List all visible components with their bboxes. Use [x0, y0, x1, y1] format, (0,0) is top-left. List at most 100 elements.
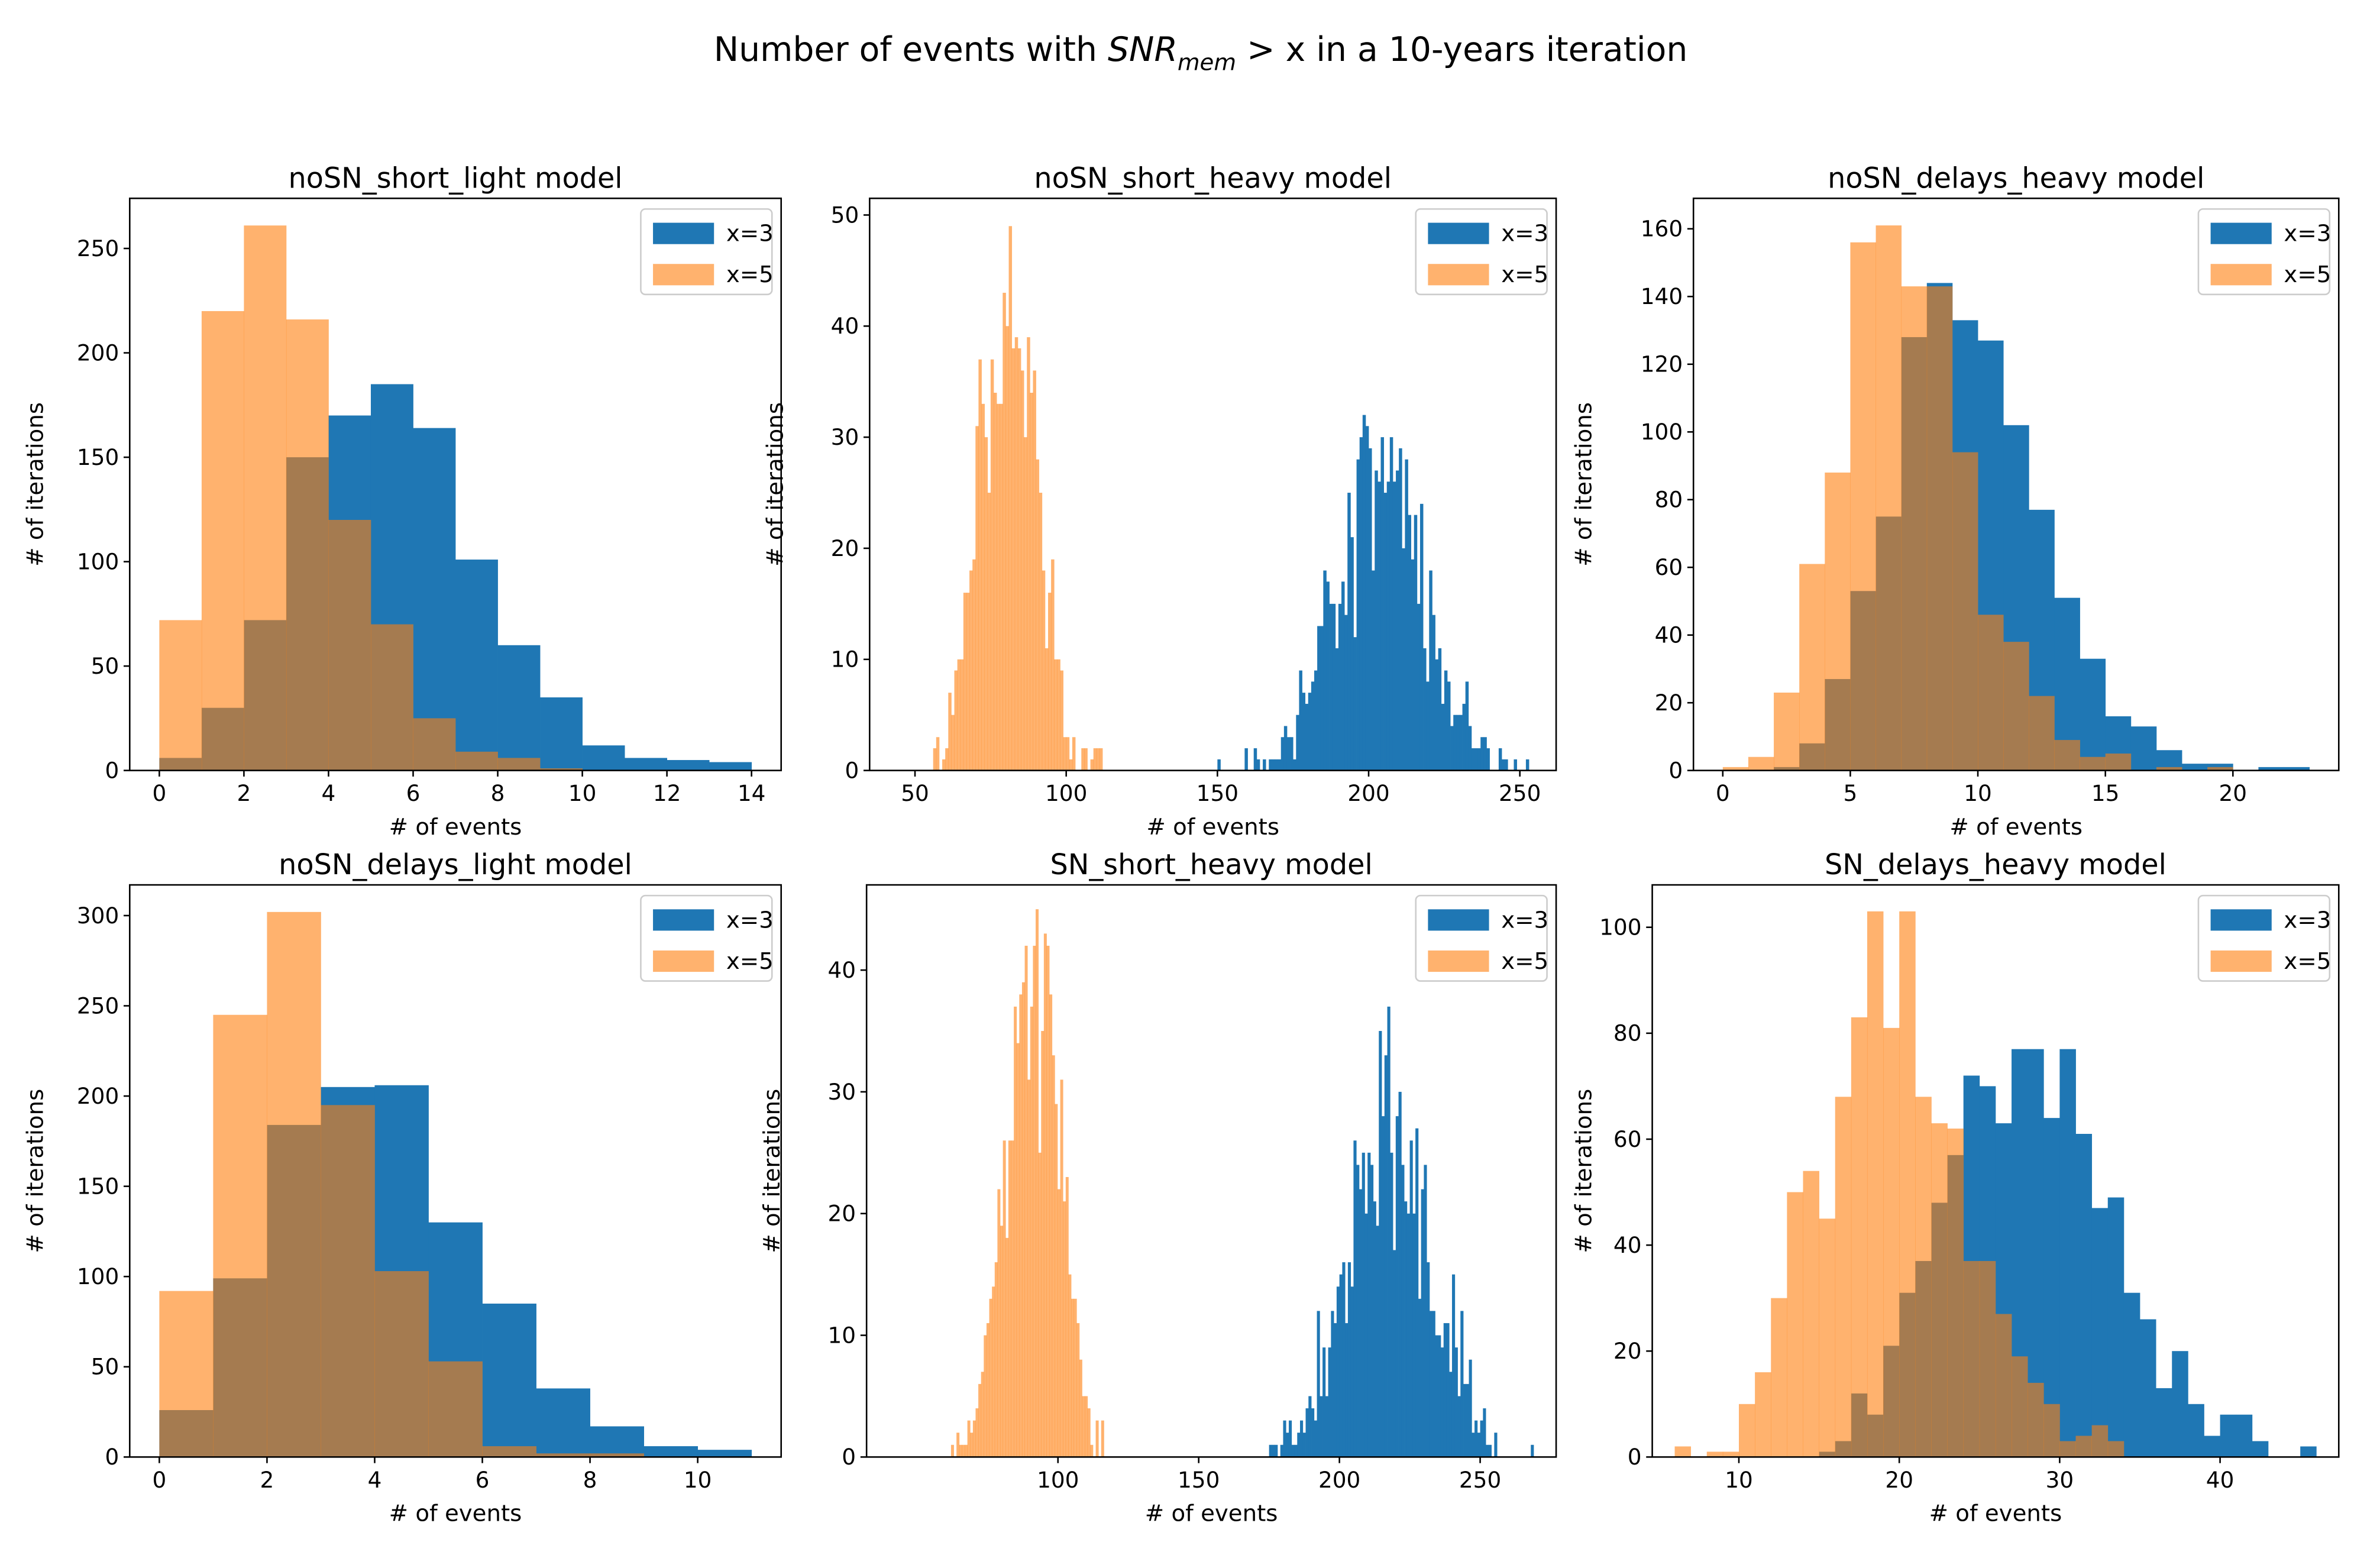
histogram-bar — [1000, 1226, 1004, 1457]
histogram-bar — [1444, 670, 1448, 771]
x-tick-label: 2 — [260, 1467, 274, 1493]
histogram-bar — [1305, 703, 1309, 771]
legend-swatch-x=3 — [653, 222, 714, 244]
legend: x=3 x=5 — [640, 894, 774, 982]
histogram-bar — [1344, 615, 1348, 771]
histogram-bar — [2156, 767, 2182, 771]
histogram-bar — [1471, 748, 1475, 771]
y-tick-label: 60 — [1613, 1126, 1642, 1152]
histogram-bar — [1096, 748, 1100, 771]
histogram-bar — [1020, 370, 1024, 771]
x-tick-label: 200 — [1347, 780, 1389, 806]
histogram-bar — [1256, 759, 1260, 771]
subplot-5: 100 150 200 250 0 10 20 30 40 # of events # of ite… — [759, 849, 1557, 1527]
histogram-bar — [1883, 1027, 1900, 1457]
histogram-bar — [1488, 1444, 1492, 1457]
histogram-bar — [942, 759, 946, 771]
histogram-bar — [1068, 1274, 1072, 1457]
histogram-bar — [984, 437, 988, 771]
histogram-bar — [951, 715, 955, 771]
histogram-bar — [933, 748, 937, 771]
legend-label: x=5 — [2284, 261, 2331, 288]
histogram-bar — [1338, 603, 1342, 771]
histogram-bar — [1066, 737, 1070, 771]
histogram-bar — [2188, 1404, 2204, 1457]
histogram-bar — [1514, 759, 1517, 771]
y-axis-label: # of iterations — [22, 1089, 48, 1253]
histogram-bar — [1454, 1347, 1458, 1457]
y-tick-label: 0 — [845, 757, 859, 783]
histogram-bar — [1314, 1420, 1317, 1457]
y-tick-label: 0 — [1628, 1444, 1642, 1470]
histogram-bar — [1379, 1031, 1382, 1457]
histogram-bar — [1000, 403, 1003, 771]
histogram-bar — [1364, 1213, 1368, 1457]
histogram-bar — [643, 1446, 699, 1457]
legend-swatch-x=3 — [2210, 909, 2272, 931]
histogram-bar — [428, 1361, 483, 1457]
y-tick-label: 120 — [1641, 351, 1683, 377]
histogram-bar — [1302, 693, 1306, 771]
histogram-bar — [1706, 1452, 1723, 1457]
histogram-bar — [2080, 658, 2106, 771]
histogram-bar — [1411, 559, 1415, 771]
histogram-bar — [1332, 603, 1336, 771]
histogram-bar — [2091, 1208, 2109, 1457]
x-tick-label: 100 — [1045, 780, 1087, 806]
histogram-bar — [413, 428, 456, 771]
legend-swatch-x=5 — [1428, 264, 1489, 286]
x-tick-label: 0 — [1716, 780, 1730, 806]
histogram-bar — [1095, 1420, 1099, 1457]
histogram-bar — [1328, 1347, 1331, 1457]
histogram-bar — [590, 1426, 644, 1457]
histogram-bar — [1076, 1323, 1080, 1457]
histogram-bar — [1087, 1408, 1091, 1457]
histogram-bar — [1435, 659, 1439, 771]
histogram-bar — [1441, 703, 1445, 771]
histogram-bar — [1370, 1165, 1374, 1457]
histogram-bar — [1774, 692, 1800, 771]
histogram-bar — [1373, 1201, 1376, 1457]
histogram-bar — [1090, 1444, 1094, 1457]
histogram-bar — [1311, 1408, 1315, 1457]
histogram-bar — [1027, 337, 1030, 771]
histogram-bar — [1299, 670, 1302, 771]
histogram-bar — [1498, 748, 1502, 771]
histogram-bar — [1325, 1396, 1328, 1457]
histogram-bar — [969, 570, 973, 771]
histogram-bar — [960, 659, 964, 771]
histogram-bar — [497, 645, 541, 771]
histogram-bar — [1926, 286, 1953, 771]
legend-swatch-x=5 — [1428, 950, 1489, 972]
histogram-bar — [2059, 1049, 2076, 1457]
series-x=3 — [1269, 1006, 1534, 1457]
histogram-bar — [1244, 748, 1248, 771]
histogram-bar — [1415, 1128, 1419, 1457]
histogram-bar — [1384, 1055, 1388, 1457]
subplot-1: 0 2 4 6 8 10 12 14 0 50 100 150 200 250 # of events # o… — [22, 162, 782, 840]
histogram-bar — [1469, 1359, 1472, 1457]
histogram-bar — [1376, 1226, 1379, 1457]
histogram-bar — [2220, 1414, 2237, 1457]
histogram-bar — [1057, 1189, 1060, 1457]
histogram-bar — [1502, 759, 1505, 771]
y-axis-label: # of iterations — [22, 402, 48, 567]
histogram-bar — [1339, 1274, 1343, 1457]
histogram-bar — [954, 670, 958, 771]
histogram-bar — [967, 1420, 971, 1457]
histogram-bar — [1396, 470, 1399, 771]
x-tick-label: 14 — [738, 780, 766, 806]
histogram-bar — [1084, 748, 1088, 771]
histogram-bar — [1722, 767, 1749, 771]
histogram-bar — [1072, 737, 1076, 771]
x-axis-label: # of events — [389, 1501, 522, 1527]
subplot-2: 50 100 150 200 250 0 10 20 30 40 50 # of events # of… — [762, 162, 1557, 840]
histogram-bar — [978, 359, 982, 771]
histogram-bar — [1405, 459, 1408, 771]
histogram-bar — [2300, 1446, 2317, 1457]
histogram-bar — [966, 593, 970, 771]
histogram-bar — [1483, 1408, 1486, 1457]
y-tick-label: 100 — [1641, 419, 1683, 445]
histogram-bar — [2091, 1425, 2109, 1457]
histogram-bar — [1302, 1433, 1306, 1457]
